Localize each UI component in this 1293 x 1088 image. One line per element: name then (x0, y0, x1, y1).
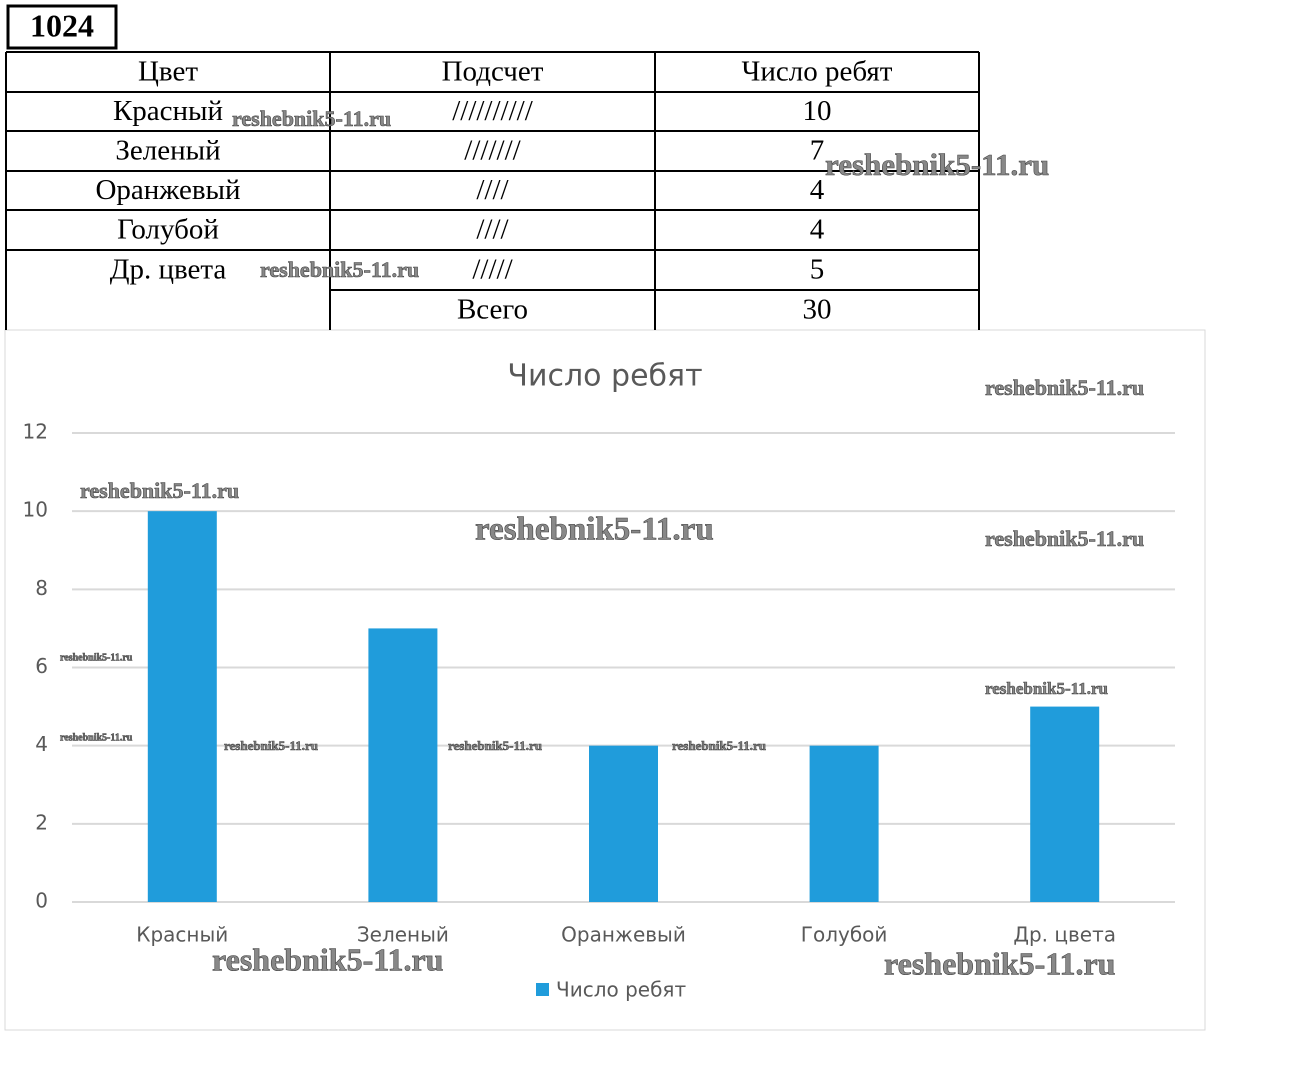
watermark: reshebnik5-11.ru (985, 375, 1144, 400)
watermark: reshebnik5-11.ru (985, 679, 1108, 698)
y-tick-label: 12 (23, 420, 48, 444)
y-tick-label: 4 (35, 732, 48, 756)
problem-number: 1024 (30, 7, 94, 43)
number-box (6, 4, 118, 50)
x-tick-label: Оранжевый (561, 923, 686, 947)
table-cell: ////////// (452, 95, 534, 127)
watermark: reshebnik5-11.ru (825, 147, 1049, 182)
table-cell: //// (476, 174, 509, 206)
watermark: reshebnik5-11.ru (60, 732, 133, 743)
watermark: reshebnik5-11.ru (448, 738, 542, 753)
table-cell: Цвет (138, 56, 198, 88)
bar (368, 628, 438, 902)
table-cell: Зеленый (115, 135, 220, 167)
table-cell: 4 (810, 214, 825, 246)
x-tick-label: Красный (136, 923, 228, 947)
y-tick-label: 0 (35, 889, 48, 913)
table-cell: Голубой (117, 214, 219, 246)
table-cell: Число ребят (742, 56, 893, 88)
watermark: reshebnik5-11.ru (232, 106, 391, 131)
watermark: reshebnik5-11.ru (212, 941, 443, 977)
table-cell: 4 (810, 174, 825, 206)
bar (1030, 706, 1100, 902)
watermark: reshebnik5-11.ru (80, 478, 239, 503)
x-tick-label: Зеленый (357, 923, 449, 947)
legend-label: Число ребят (556, 978, 686, 1002)
table-cell: /////// (464, 135, 521, 167)
y-tick-label: 10 (23, 498, 48, 522)
table-cell: Красный (113, 95, 223, 127)
table-cell: Др. цвета (110, 254, 227, 286)
table-cell: 7 (810, 135, 825, 167)
table-cell: 10 (803, 95, 832, 127)
y-tick-label: 2 (35, 810, 48, 834)
watermark: reshebnik5-11.ru (884, 945, 1115, 981)
x-tick-label: Голубой (801, 923, 888, 947)
bar (809, 745, 879, 902)
table-cell: 5 (810, 254, 825, 286)
table-cell: ///// (472, 254, 513, 286)
legend-swatch (536, 983, 549, 996)
x-tick-label: Др. цвета (1013, 923, 1116, 947)
table-cell: Всего (457, 294, 528, 326)
bar (147, 511, 217, 902)
watermark: reshebnik5-11.ru (224, 738, 318, 753)
watermark: reshebnik5-11.ru (260, 257, 419, 282)
table-cell: //// (476, 214, 509, 246)
watermark: reshebnik5-11.ru (985, 526, 1144, 551)
watermark: reshebnik5-11.ru (475, 512, 714, 548)
table-cell: Подсчет (442, 56, 544, 88)
y-tick-label: 8 (35, 576, 48, 600)
watermark: reshebnik5-11.ru (60, 652, 133, 663)
chart-title: Число ребят (507, 359, 702, 394)
watermark: reshebnik5-11.ru (672, 738, 766, 753)
bar (589, 745, 658, 902)
table-cell: Оранжевый (95, 174, 240, 206)
y-tick-label: 6 (35, 654, 48, 678)
table-cell: 30 (803, 294, 832, 326)
